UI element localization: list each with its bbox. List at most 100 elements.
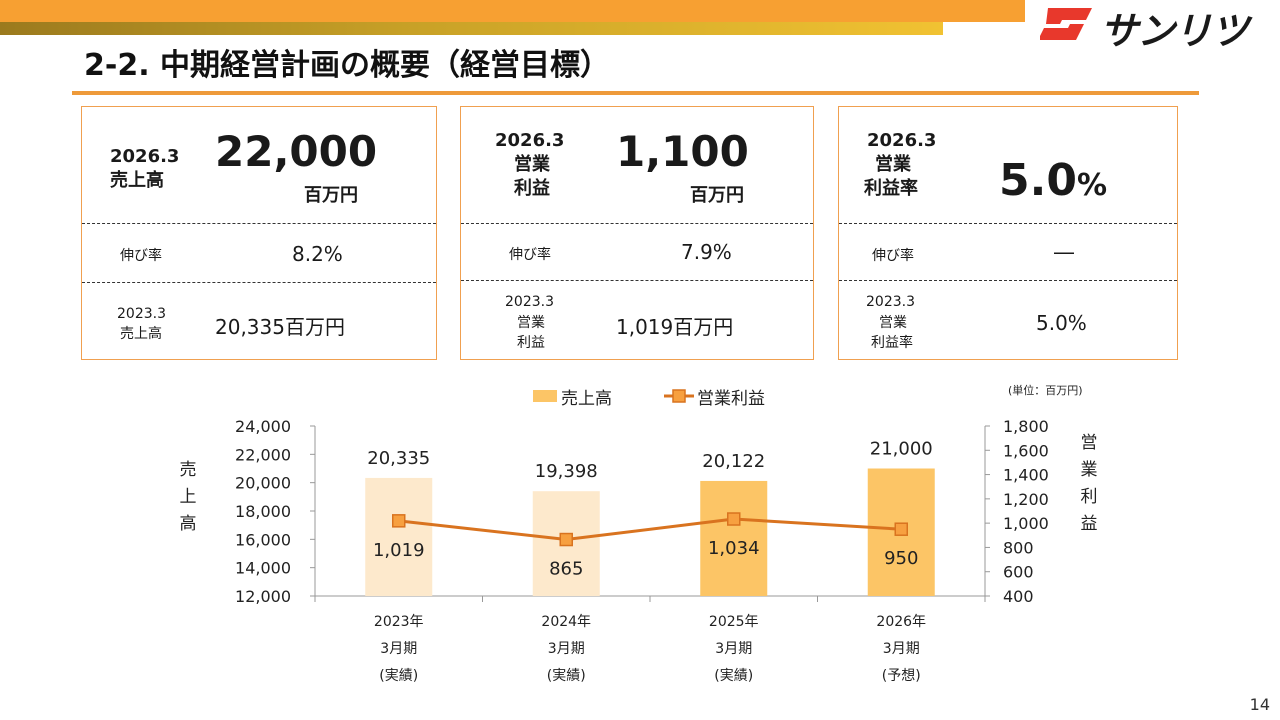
card-metric-line2: 利益 — [514, 178, 550, 199]
operating-profit-marker — [392, 514, 406, 528]
operating-profit-marker — [559, 532, 573, 547]
sales-bar — [365, 477, 433, 596]
card-divider — [839, 223, 1177, 224]
y-tick-label-right: 1,200 — [1003, 490, 1049, 509]
y-tick-label-left: 12,000 — [235, 587, 291, 606]
growth-value: 7.9% — [681, 240, 732, 264]
card-period: 2026.3 — [495, 130, 565, 151]
y-axis-title-left-char: 上 — [180, 487, 197, 507]
card-divider — [82, 223, 436, 224]
card-divider — [461, 223, 813, 224]
y-axis-title-right-char: 業 — [1081, 460, 1098, 480]
x-category-label: 3月期 — [715, 641, 752, 657]
x-category-label: 3月期 — [380, 641, 417, 657]
base-period: 2023.3 — [505, 294, 554, 310]
top-accent-gradient-bar — [0, 22, 943, 35]
legend-label-sales: 売上高 — [561, 389, 612, 409]
unit-note: (単位：百万円) — [1008, 383, 1083, 397]
card-value: 5.0% — [999, 155, 1107, 206]
card-unit: % — [1076, 168, 1108, 203]
legend-label-profit: 営業利益 — [697, 389, 765, 409]
y-tick-label-left: 16,000 — [235, 530, 291, 549]
x-category-label: 2025年 — [709, 614, 759, 630]
base-metric-line2: 利益 — [517, 335, 545, 351]
operating-profit-label: 1,019 — [373, 540, 425, 561]
x-category-label: (実績) — [547, 668, 586, 684]
y-axis-title-left-char: 売 — [180, 460, 197, 480]
sales-bar — [700, 480, 768, 596]
x-category-label: 2023年 — [374, 614, 424, 630]
card-period: 2026.3 — [110, 146, 180, 167]
operating-profit-label: 865 — [549, 559, 583, 580]
card-metric-line2: 利益率 — [864, 178, 918, 199]
y-tick-label-right: 1,000 — [1003, 514, 1049, 533]
kpi-card-operating-profit: 2026.3 営業 利益 1,100 百万円 伸び率 7.9% 2023.3 営… — [460, 106, 814, 360]
sales-bar-label: 20,122 — [702, 451, 765, 472]
card-metric: 売上高 — [110, 170, 164, 191]
y-tick-label-left: 22,000 — [235, 445, 291, 464]
operating-profit-marker — [894, 522, 908, 536]
x-category-label: (予想) — [882, 668, 921, 684]
x-category-label: 3月期 — [548, 641, 585, 657]
base-value: 1,019百万円 — [616, 315, 734, 339]
x-category-label: (実績) — [714, 668, 753, 684]
kpi-card-sales: 2026.3 売上高 22,000 百万円 伸び率 8.2% 2023.3 売上… — [81, 106, 437, 360]
growth-label: 伸び率 — [509, 247, 551, 263]
base-metric-line2: 利益率 — [871, 335, 913, 351]
y-tick-label-right: 800 — [1003, 538, 1034, 557]
card-divider — [839, 280, 1177, 281]
growth-label: 伸び率 — [872, 248, 914, 264]
card-value: 22,000 — [215, 127, 378, 176]
card-divider — [82, 282, 436, 283]
y-tick-label-left: 14,000 — [235, 559, 291, 578]
y-tick-label-right: 1,400 — [1003, 466, 1049, 485]
legend-swatch-marker — [672, 389, 686, 403]
card-unit: 百万円 — [304, 185, 358, 206]
y-tick-label-left: 24,000 — [235, 417, 291, 436]
y-tick-label-right: 1,600 — [1003, 441, 1049, 460]
y-axis-title-right-char: 益 — [1081, 514, 1098, 534]
top-accent-bar — [0, 0, 1025, 22]
kpi-card-operating-margin: 2026.3 営業 利益率 5.0% 伸び率 ― 2023.3 営業 利益率 5… — [838, 106, 1178, 360]
card-unit: 百万円 — [690, 185, 744, 206]
operating-profit-label: 1,034 — [708, 538, 760, 559]
company-logo-text: サンリツ — [1100, 9, 1249, 53]
legend-swatch-sales — [533, 390, 557, 402]
base-value: 20,335百万円 — [215, 315, 345, 339]
x-category-label: 2026年 — [876, 614, 926, 630]
y-tick-label-right: 1,800 — [1003, 417, 1049, 436]
y-tick-label-left: 18,000 — [235, 502, 291, 521]
base-metric: 売上高 — [120, 326, 162, 342]
x-category-label: 3月期 — [883, 641, 920, 657]
sales-bar-label: 21,000 — [870, 439, 933, 460]
operating-profit-label: 950 — [884, 548, 918, 569]
sales-bar-label: 19,398 — [535, 461, 598, 482]
y-axis-title-right-char: 利 — [1081, 487, 1098, 507]
y-axis-title-right-char: 営 — [1081, 433, 1098, 453]
base-metric: 営業 — [517, 315, 545, 331]
base-period: 2023.3 — [117, 306, 166, 322]
x-category-label: (実績) — [379, 668, 418, 684]
card-value: 1,100 — [616, 127, 749, 176]
y-axis-title-left-char: 高 — [180, 514, 197, 534]
base-value: 5.0% — [1036, 311, 1087, 335]
growth-label: 伸び率 — [120, 248, 162, 264]
growth-value: 8.2% — [292, 242, 343, 266]
sales-bar-label: 20,335 — [367, 448, 430, 469]
y-tick-label-left: 20,000 — [235, 474, 291, 493]
x-category-label: 2024年 — [541, 614, 591, 630]
card-metric: 営業 — [875, 154, 911, 175]
base-metric: 営業 — [879, 315, 907, 331]
title-underline — [72, 91, 1199, 95]
page-title: 2-2. 中期経営計画の概要（経営目標） — [84, 48, 611, 83]
company-logo-icon — [1040, 8, 1092, 40]
operating-profit-marker — [727, 512, 741, 526]
page-number: 14 — [1249, 695, 1270, 714]
growth-value: ― — [1054, 240, 1074, 264]
y-tick-label-right: 600 — [1003, 563, 1034, 582]
card-value-number: 5.0 — [999, 155, 1077, 206]
y-tick-label-right: 400 — [1003, 587, 1034, 606]
operating-profit-line — [398, 517, 902, 542]
card-divider — [461, 280, 813, 281]
